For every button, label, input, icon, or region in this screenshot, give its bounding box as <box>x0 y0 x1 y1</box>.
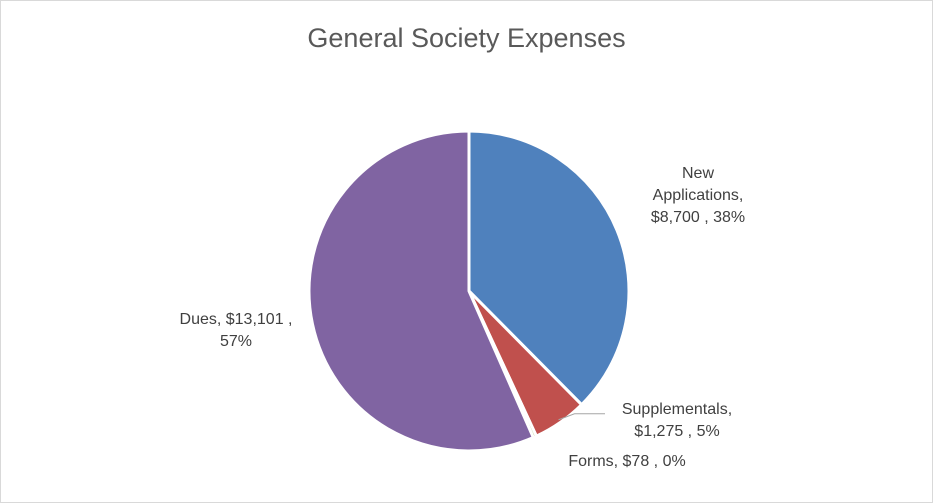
data-label-line: $1,275 , 5% <box>634 423 720 440</box>
data-label-line: Applications, <box>652 187 744 204</box>
chart-title: General Society Expenses <box>307 23 626 53</box>
data-label-line: Supplementals, <box>621 401 733 418</box>
data-label-line: 57% <box>219 333 253 350</box>
data-label-line: $8,700 , 38% <box>650 209 746 226</box>
pie-slice-dues <box>307 129 535 453</box>
data-label-line: Dues, $13,101 , <box>179 311 293 328</box>
data-label-dues: Dues, $13,101 , 57% <box>161 309 311 353</box>
data-label-forms: Forms, $78 , 0% <box>547 451 707 473</box>
data-label-new-applications: New Applications, $8,700 , 38% <box>633 163 763 229</box>
data-label-supplementals: Supplementals, $1,275 , 5% <box>607 399 747 443</box>
data-label-line: New <box>681 165 714 182</box>
data-label-line: Forms, $78 , 0% <box>568 453 686 470</box>
leader-line-supplementals <box>558 413 605 421</box>
pie-slice-new-applications <box>467 129 631 407</box>
